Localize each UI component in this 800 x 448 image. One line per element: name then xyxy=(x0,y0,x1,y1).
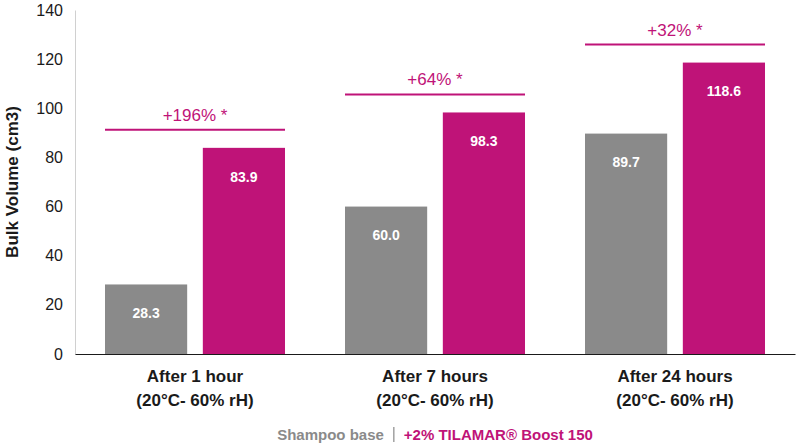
y-tick-label: 40 xyxy=(45,247,63,264)
data-label: 98.3 xyxy=(470,133,497,149)
data-label: 60.0 xyxy=(372,227,399,243)
y-tick-label: 140 xyxy=(36,2,63,19)
y-tick-label: 20 xyxy=(45,296,63,313)
bar xyxy=(345,207,427,354)
bar xyxy=(443,112,525,354)
chart-container: 0 20 40 60 80 100 120 140 Bulk Volume (cm3) 28.3 6… xyxy=(0,0,800,448)
data-label: 28.3 xyxy=(132,305,159,321)
chart-svg: 0 20 40 60 80 100 120 140 Bulk Volume (cm3) 28.3 6… xyxy=(0,0,800,448)
annotations: +196% * +64% * +32% * xyxy=(105,21,765,130)
annotation: +196% * xyxy=(163,106,228,125)
data-label: 118.6 xyxy=(707,83,741,99)
legend-entry: Shampoo base xyxy=(277,426,384,443)
y-tick-label: 60 xyxy=(45,198,63,215)
y-axis-title: Bulk Volume (cm3) xyxy=(3,106,22,258)
y-tick: 40 xyxy=(45,247,75,264)
x-tick-label: After 7 hours (20°C- 60% rH) xyxy=(376,367,493,410)
x-tick: After 7 hours (20°C- 60% rH) xyxy=(376,354,493,410)
y-axis-line xyxy=(75,11,76,355)
x-tick-label: After 24 hours (20°C- 60% rH) xyxy=(616,367,733,410)
x-tick-label-line: After 7 hours xyxy=(382,367,488,386)
bars xyxy=(105,63,765,354)
bar xyxy=(683,63,765,354)
y-tick-label: 120 xyxy=(36,51,63,68)
y-tick: 80 xyxy=(45,149,75,166)
annotation-line xyxy=(105,129,285,131)
y-tick-label: 80 xyxy=(45,149,63,166)
data-label: 89.7 xyxy=(612,154,639,170)
x-axis: After 1 hour (20°C- 60% rH) After 7 hours (… xyxy=(76,354,796,410)
x-tick-label-line: After 1 hour xyxy=(147,367,244,386)
annotation-line xyxy=(585,44,765,46)
y-tick: 0 xyxy=(54,346,75,363)
x-tick: After 24 hours (20°C- 60% rH) xyxy=(616,354,733,410)
data-labels: 28.3 60.0 89.7 83.9 98.3 118.6 xyxy=(132,83,741,321)
y-tick: 20 xyxy=(45,296,75,313)
x-tick-label-line: After 24 hours xyxy=(617,367,732,386)
x-tick-label-line: (20°C- 60% rH) xyxy=(376,391,493,410)
x-axis-line xyxy=(76,354,796,355)
bar xyxy=(203,148,285,354)
legend-entry: +2% TILAMAR® Boost 150 xyxy=(404,426,593,443)
data-label: 83.9 xyxy=(230,169,257,185)
y-axis: 0 20 40 60 80 100 120 140 xyxy=(36,2,75,363)
bar xyxy=(585,134,667,354)
bar-series xyxy=(203,63,765,354)
x-tick-label: After 1 hour (20°C- 60% rH) xyxy=(136,367,253,410)
annotation: +64% * xyxy=(407,70,463,89)
x-tick-label-line: (20°C- 60% rH) xyxy=(616,391,733,410)
legend: Shampoo base +2% TILAMAR® Boost 150 xyxy=(277,426,593,443)
bar xyxy=(105,284,187,354)
y-tick: 100 xyxy=(36,100,75,117)
y-tick-label: 100 xyxy=(36,100,63,117)
annotation-line xyxy=(345,93,525,95)
x-tick: After 1 hour (20°C- 60% rH) xyxy=(136,354,253,410)
y-tick: 140 xyxy=(36,2,75,19)
legend-separator xyxy=(393,427,394,442)
bar-series xyxy=(105,134,667,354)
y-tick: 120 xyxy=(36,51,75,68)
y-tick-label: 0 xyxy=(54,346,63,363)
x-tick-label-line: (20°C- 60% rH) xyxy=(136,391,253,410)
y-tick: 60 xyxy=(45,198,75,215)
annotation: +32% * xyxy=(647,21,703,40)
